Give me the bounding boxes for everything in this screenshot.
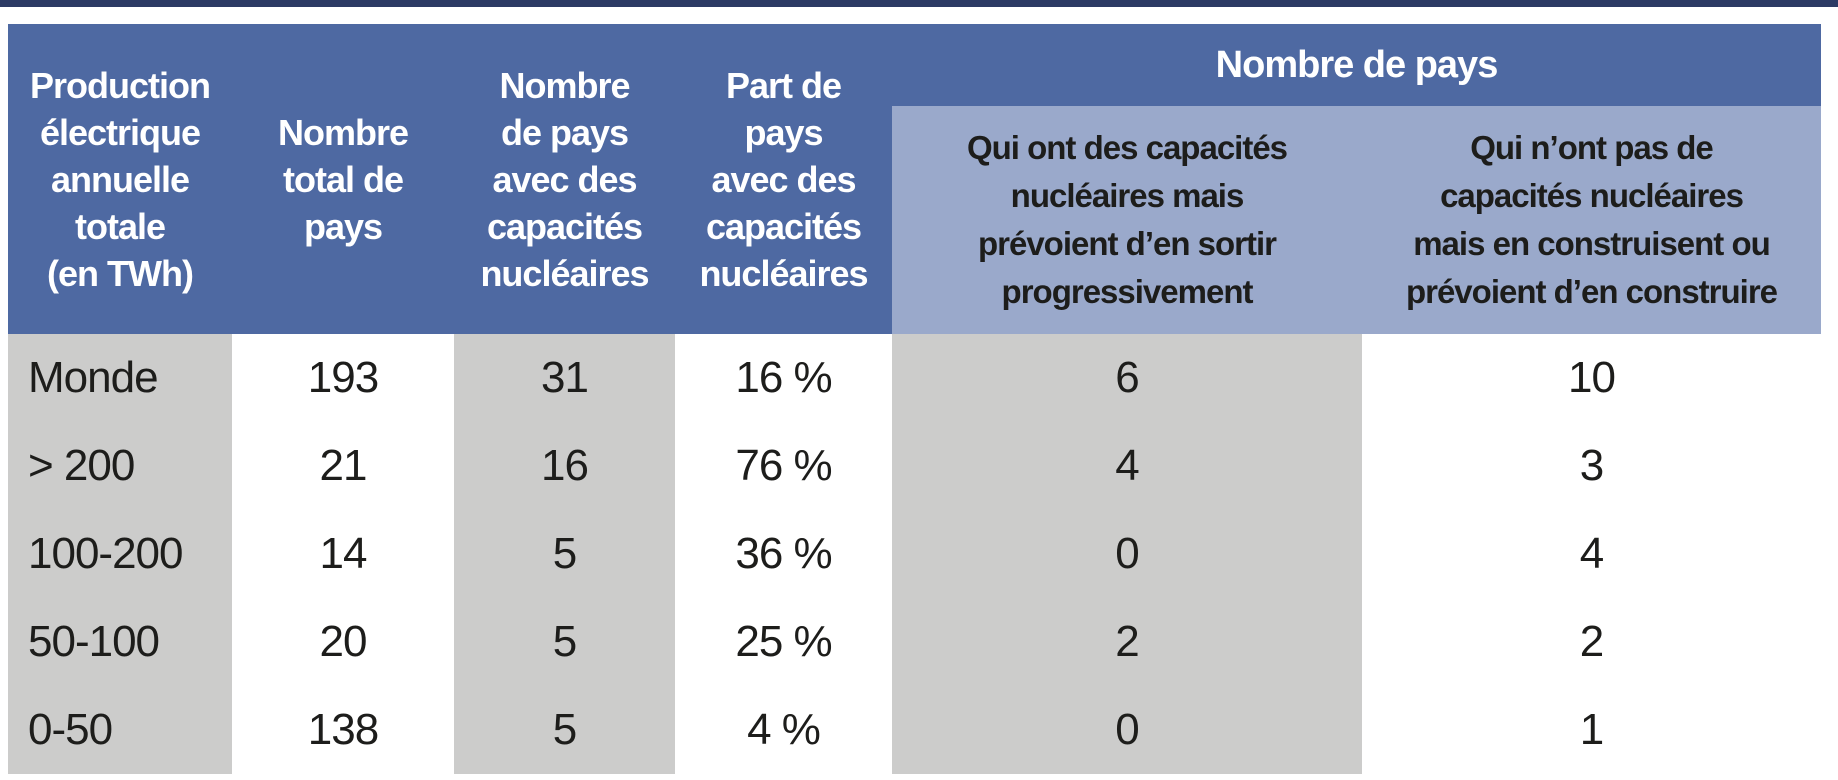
row-label-0-50: 0-50: [8, 686, 232, 774]
header-line: total de: [282, 158, 404, 200]
cell-sup200-avec-capacites: 16: [454, 422, 675, 510]
cell-50-100-avec-capacites: 5: [454, 598, 675, 686]
header-line: capacités: [486, 205, 643, 247]
cell-50-100-part: 25 %: [675, 598, 892, 686]
subheader-sortie-progressive: Qui ont des capacités nucléaires mais pr…: [892, 106, 1362, 334]
cell-50-100-construction: 2: [1362, 598, 1821, 686]
header-line: annuelle: [50, 158, 190, 200]
subheader-line: prévoient d’en construire: [1405, 273, 1778, 310]
header-line: de pays: [500, 111, 629, 153]
cell-sup200-part: 76 %: [675, 422, 892, 510]
column-header-production: Production électrique annuelle totale (e…: [8, 24, 232, 334]
cell-100-200-construction: 4: [1362, 510, 1821, 598]
cell-sup200-sortie: 4: [892, 422, 1362, 510]
cell-0-50-construction: 1: [1362, 686, 1821, 774]
top-border-strip: [0, 0, 1838, 7]
header-line: avec des: [492, 158, 637, 200]
subheader-construction-prevue: Qui n’ont pas de capacités nucléaires ma…: [1362, 106, 1821, 334]
cell-monde-total: 193: [232, 334, 454, 422]
cell-monde-part: 16 %: [675, 334, 892, 422]
row-label-100-200: 100-200: [8, 510, 232, 598]
header-line: capacités: [705, 205, 862, 247]
header-line: électrique: [39, 111, 201, 153]
header-line: totale: [74, 205, 166, 247]
header-line: nucléaires: [480, 252, 649, 294]
header-line: pays: [303, 205, 383, 247]
header-line: Production: [30, 64, 211, 106]
cell-100-200-sortie: 0: [892, 510, 1362, 598]
cell-monde-sortie: 6: [892, 334, 1362, 422]
cell-monde-avec-capacites: 31: [454, 334, 675, 422]
cell-0-50-total: 138: [232, 686, 454, 774]
cell-100-200-total: 14: [232, 510, 454, 598]
cell-100-200-part: 36 %: [675, 510, 892, 598]
header-line: avec des: [711, 158, 856, 200]
cell-50-100-total: 20: [232, 598, 454, 686]
subheader-line: capacités nucléaires: [1440, 177, 1744, 214]
cell-0-50-sortie: 0: [892, 686, 1362, 774]
cell-50-100-sortie: 2: [892, 598, 1362, 686]
subheader-line: prévoient d’en sortir: [977, 225, 1277, 262]
row-label-sup-200: > 200: [8, 422, 232, 510]
cell-monde-construction: 10: [1362, 334, 1821, 422]
cell-0-50-avec-capacites: 5: [454, 686, 675, 774]
header-line: nucléaires: [699, 252, 868, 294]
column-header-part-pays: Part de pays avec des capacités nucléair…: [675, 24, 892, 334]
row-label-50-100: 50-100: [8, 598, 232, 686]
row-label-monde: Monde: [8, 334, 232, 422]
header-line: Part de: [725, 64, 842, 106]
cell-0-50-part: 4 %: [675, 686, 892, 774]
group-subheaders: Qui ont des capacités nucléaires mais pr…: [892, 106, 1821, 334]
group-header-nombre-de-pays: Nombre de pays Qui ont des capacités nuc…: [892, 24, 1821, 334]
header-line: Nombre: [499, 64, 630, 106]
subheader-line: nucléaires mais: [1010, 177, 1245, 214]
group-header-label: Nombre de pays: [892, 24, 1821, 106]
header-line: pays: [744, 111, 823, 153]
header-line: (en TWh): [47, 252, 194, 294]
subheader-line: progressivement: [1001, 273, 1254, 310]
cell-100-200-avec-capacites: 5: [454, 510, 675, 598]
cell-sup200-construction: 3: [1362, 422, 1821, 510]
cell-sup200-total: 21: [232, 422, 454, 510]
nuclear-capacity-table: Production électrique annuelle totale (e…: [8, 24, 1821, 774]
column-header-total-pays: Nombre total de pays: [232, 24, 454, 334]
subheader-line: Qui n’ont pas de: [1470, 129, 1714, 166]
header-line: Nombre: [277, 111, 409, 153]
subheader-line: mais en construisent ou: [1413, 225, 1771, 262]
subheader-line: Qui ont des capacités: [966, 129, 1288, 166]
column-header-pays-capacites: Nombre de pays avec des capacités nucléa…: [454, 24, 675, 334]
